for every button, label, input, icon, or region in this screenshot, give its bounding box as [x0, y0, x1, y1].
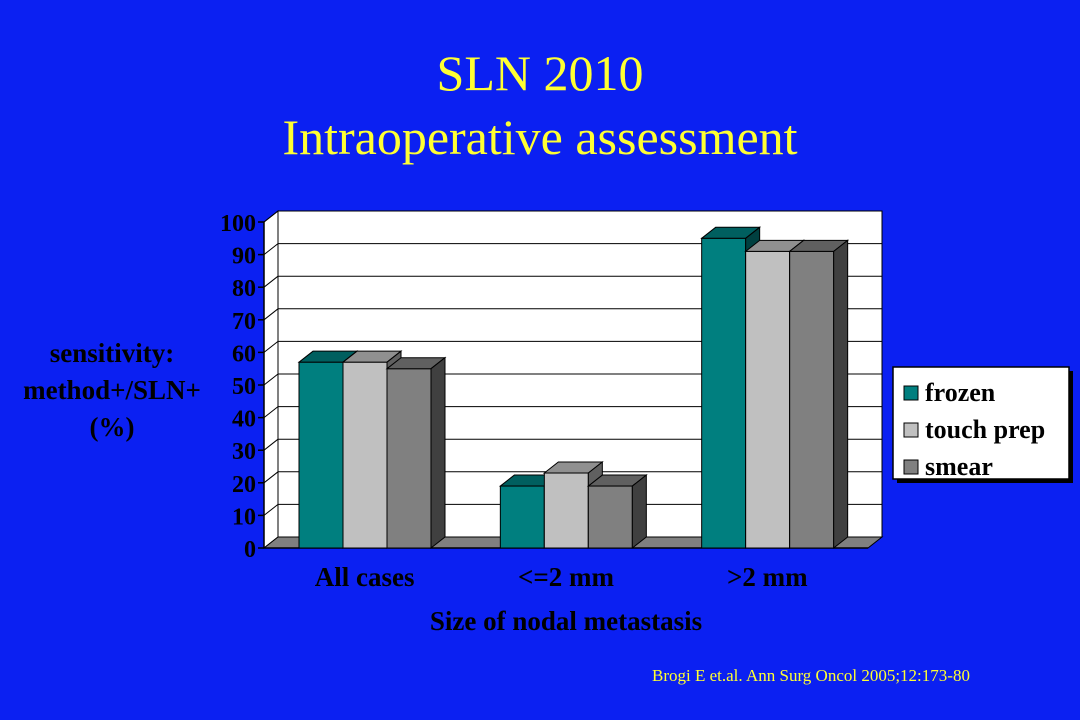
citation: Brogi E et.al. Ann Surg Oncol 2005;12:17…	[652, 666, 970, 685]
bar-front	[342, 361, 388, 549]
gridline-side	[263, 243, 279, 255]
y-axis-title-line: method+/SLN+	[23, 375, 201, 405]
legend-swatch	[903, 385, 919, 401]
bar-front	[298, 361, 344, 549]
legend-box	[892, 366, 1070, 480]
legend-shadow	[897, 479, 1073, 483]
x-tick-label: All cases	[315, 562, 415, 592]
legend-label: touch prep	[925, 415, 1045, 444]
bar	[788, 239, 850, 550]
bar-side	[631, 474, 647, 550]
legend-swatch	[903, 459, 919, 475]
bar-side	[833, 239, 849, 550]
bar-front	[587, 485, 633, 549]
gridline-side	[263, 471, 279, 484]
x-tick-label: >2 mm	[727, 562, 808, 592]
bar	[586, 474, 648, 550]
y-tick-label: 80	[232, 276, 256, 302]
legend-label: smear	[925, 452, 993, 481]
y-tick-label: 70	[232, 309, 256, 335]
gridline-side	[263, 438, 279, 451]
legend-swatch	[903, 422, 919, 438]
y-tick-label: 100	[220, 211, 256, 237]
y-tick-label: 20	[232, 472, 256, 498]
chart-legend: frozen touch prep smear	[892, 366, 1073, 483]
gridline-side	[263, 275, 279, 288]
x-axis-title: Size of nodal metastasis	[430, 606, 702, 636]
y-tick-label: 30	[232, 439, 256, 465]
gridline-side	[263, 308, 279, 321]
slide-title: SLN 2010	[436, 45, 644, 101]
gridline-side	[263, 504, 279, 516]
legend-label: frozen	[925, 378, 996, 407]
gridline-side	[263, 341, 279, 353]
y-axis-title-line: sensitivity:	[50, 338, 175, 368]
gridline-side	[263, 210, 279, 223]
y-tick-label: 0	[244, 537, 256, 563]
bar-front	[701, 237, 747, 549]
x-tick-label: <=2 mm	[518, 562, 615, 592]
y-axis-title-line: (%)	[90, 412, 135, 442]
y-tick-label: 50	[232, 374, 256, 400]
bar-front	[543, 472, 589, 549]
chart-bars	[297, 226, 850, 550]
y-tick-label: 60	[232, 341, 256, 367]
bar-front	[499, 485, 545, 549]
bar-front	[789, 250, 835, 549]
gridline-side	[263, 373, 279, 386]
bar-side	[430, 356, 446, 550]
slide-subtitle: Intraoperative assessment	[282, 109, 798, 165]
bar-front	[386, 368, 432, 549]
y-tick-label: 10	[232, 504, 256, 530]
y-tick-label: 40	[232, 407, 256, 433]
legend-shadow	[1069, 371, 1073, 483]
y-tick-label: 90	[232, 244, 256, 270]
gridline-side	[263, 406, 279, 418]
bar-front	[745, 250, 791, 549]
chart-labels: 0 10 20 30 40 50 60 70 80 90 100 All cases <=2 mm >2 …	[23, 211, 808, 636]
bar	[385, 356, 447, 550]
